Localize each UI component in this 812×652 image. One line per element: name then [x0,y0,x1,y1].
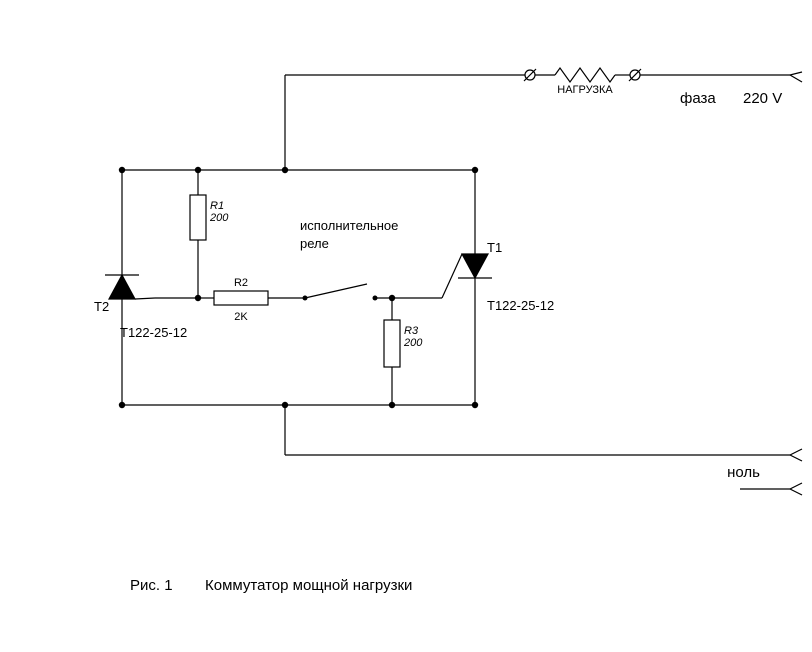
svg-text:Рис. 1: Рис. 1 [130,577,173,594]
svg-text:реле: реле [300,236,329,251]
svg-text:200: 200 [209,212,229,224]
svg-text:НАГРУЗКА: НАГРУЗКА [557,84,613,96]
svg-text:T1: T1 [487,240,502,255]
svg-text:2K: 2K [234,311,248,323]
svg-text:T122-25-12: T122-25-12 [487,298,554,313]
svg-text:ноль: ноль [727,464,760,481]
svg-text:R1: R1 [210,200,224,212]
svg-text:T122-25-12: T122-25-12 [120,325,187,340]
circuit-diagram: НАГРУЗКАфаза220 VR1200T2T122-25-12T1T122… [0,0,812,652]
svg-text:фаза: фаза [680,90,716,107]
svg-text:T2: T2 [94,299,109,314]
svg-text:R2: R2 [234,277,248,289]
svg-text:исполнительное: исполнительное [300,218,398,233]
svg-text:200: 200 [403,337,423,349]
svg-text:R3: R3 [404,325,419,337]
svg-text:Коммутатор мощной нагрузки: Коммутатор мощной нагрузки [205,577,412,594]
svg-text:220 V: 220 V [743,90,782,107]
